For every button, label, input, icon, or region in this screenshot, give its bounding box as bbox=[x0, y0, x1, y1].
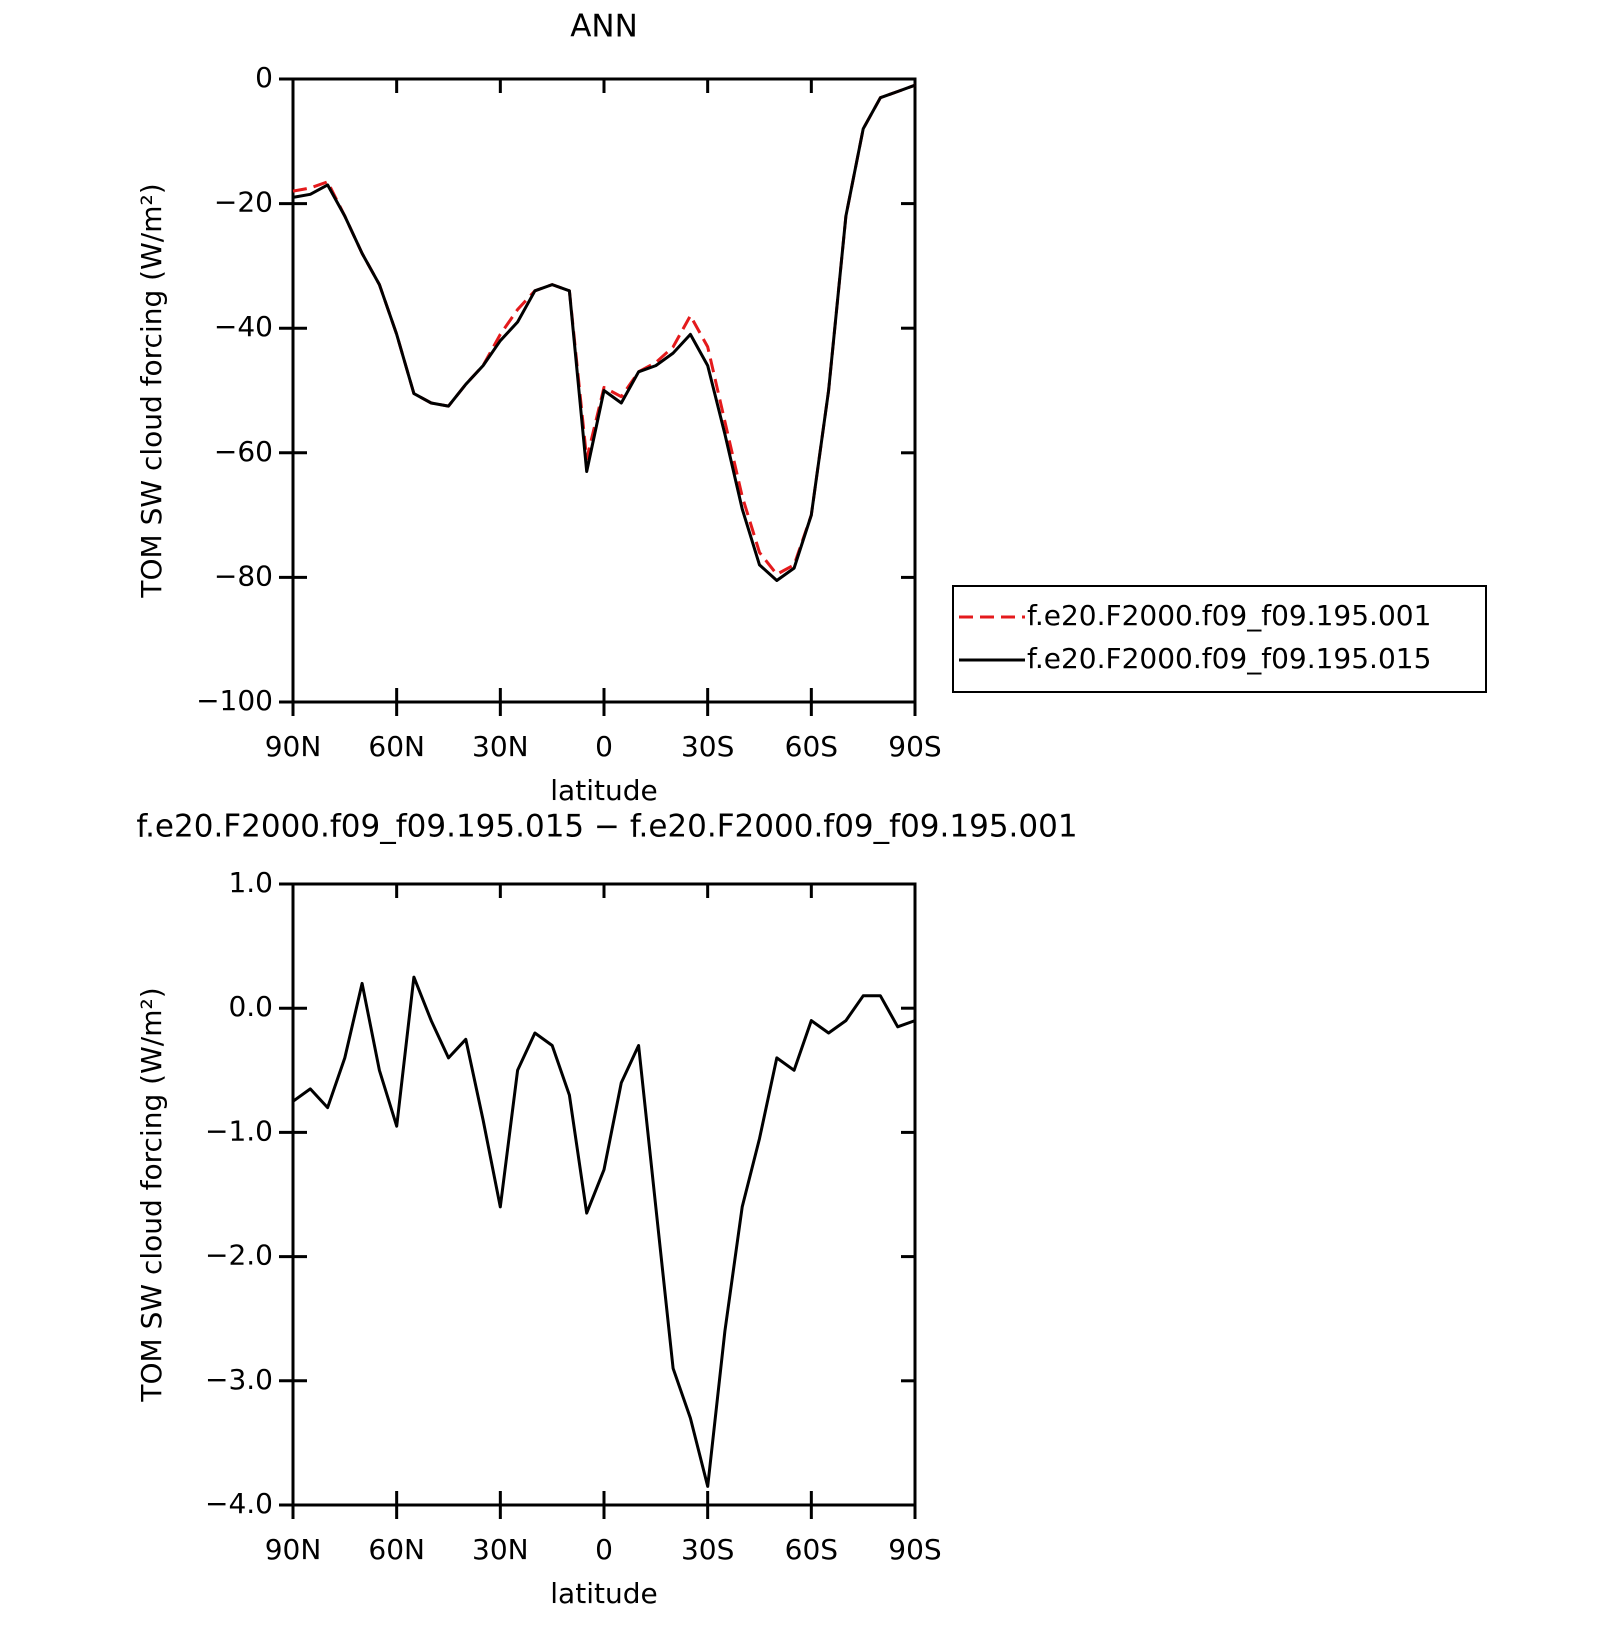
x-tick-label: 60S bbox=[785, 1533, 838, 1566]
y-tick-label: −3.0 bbox=[205, 1363, 273, 1396]
y-tick-label: −60 bbox=[214, 435, 273, 468]
y-tick-label: −40 bbox=[214, 310, 273, 343]
legend-label: f.e20.F2000.f09_f09.195.001 bbox=[1027, 599, 1431, 632]
y-tick-label: 1.0 bbox=[228, 866, 273, 899]
y-tick-label: −2.0 bbox=[205, 1239, 273, 1272]
x-tick-label: 90S bbox=[888, 1533, 941, 1566]
chart-title: f.e20.F2000.f09_f09.195.015 − f.e20.F200… bbox=[136, 809, 1077, 845]
x-tick-label: 0 bbox=[595, 1533, 613, 1566]
data-line bbox=[292, 83, 916, 576]
x-axis-label: latitude bbox=[550, 1577, 657, 1610]
x-tick-label: 90N bbox=[265, 1533, 322, 1566]
x-tick-label: 60S bbox=[785, 730, 838, 763]
x-tick-label: 90N bbox=[265, 730, 322, 763]
x-tick-label: 30N bbox=[472, 1533, 529, 1566]
y-axis-label: TOM SW cloud forcing (W/m²) bbox=[135, 987, 168, 1402]
y-tick-label: −80 bbox=[214, 559, 273, 592]
x-tick-label: 90S bbox=[888, 730, 941, 763]
y-tick-label: 0.0 bbox=[228, 990, 273, 1023]
chart-title: ANN bbox=[570, 9, 638, 45]
y-tick-label: −1.0 bbox=[205, 1114, 273, 1147]
y-tick-label: 0 bbox=[255, 61, 273, 94]
x-tick-label: 60N bbox=[368, 730, 425, 763]
x-tick-label: 30S bbox=[681, 1533, 734, 1566]
x-axis-label: latitude bbox=[550, 774, 657, 807]
x-tick-label: 30N bbox=[472, 730, 529, 763]
legend-label: f.e20.F2000.f09_f09.195.015 bbox=[1027, 642, 1431, 675]
y-tick-label: −4.0 bbox=[205, 1487, 273, 1520]
x-tick-label: 0 bbox=[595, 730, 613, 763]
data-line bbox=[292, 975, 916, 1488]
x-tick-label: 60N bbox=[368, 1533, 425, 1566]
y-axis-label: TOM SW cloud forcing (W/m²) bbox=[135, 183, 168, 598]
y-tick-label: −100 bbox=[196, 684, 273, 717]
x-tick-label: 30S bbox=[681, 730, 734, 763]
y-tick-label: −20 bbox=[214, 186, 273, 219]
data-line bbox=[292, 83, 916, 582]
legend-box bbox=[952, 585, 1487, 693]
plot-frame bbox=[291, 882, 917, 1507]
